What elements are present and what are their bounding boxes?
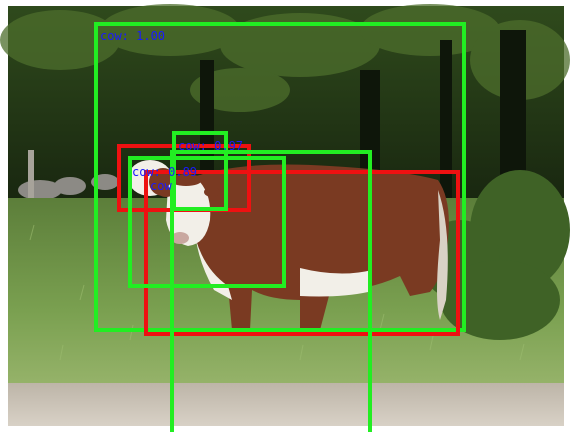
label-middle-3: cow: [150, 179, 172, 193]
cow-figure: [128, 160, 449, 330]
detection-labels: cow: 1.00 cow: 0.97 cow: 0.89 cow: [100, 29, 243, 193]
label-top: cow: 1.00: [100, 29, 165, 43]
green-box-tall: [170, 150, 372, 432]
label-middle-2: cow: 0.89: [132, 165, 197, 179]
green-box-outer: [94, 22, 466, 332]
detection-boxes: [94, 22, 466, 432]
red-box-main: [144, 170, 460, 336]
green-box-mid: [128, 156, 286, 288]
label-middle-1: cow: 0.97: [178, 139, 243, 153]
green-box-head: [172, 131, 228, 211]
